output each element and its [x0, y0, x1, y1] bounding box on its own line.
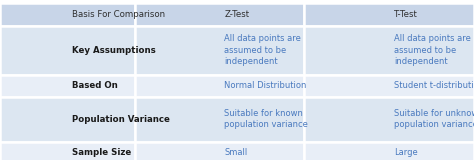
Text: Z-Test: Z-Test — [224, 10, 250, 19]
Bar — [304, 75, 474, 96]
Bar — [135, 142, 304, 160]
Bar — [135, 26, 304, 75]
Bar — [135, 75, 304, 96]
Text: T-Test: T-Test — [394, 10, 418, 19]
Bar — [304, 96, 474, 142]
Text: Basis For Comparison: Basis For Comparison — [72, 10, 165, 19]
Text: Based On: Based On — [72, 81, 118, 90]
Bar — [0, 142, 135, 160]
Bar — [304, 142, 474, 160]
Text: Suitable for known
population variance: Suitable for known population variance — [224, 109, 308, 129]
Bar — [0, 96, 135, 142]
Text: All data points are
assumed to be
independent: All data points are assumed to be indepe… — [224, 34, 301, 66]
Text: Sample Size: Sample Size — [72, 148, 131, 157]
Text: Small: Small — [224, 148, 248, 157]
Bar — [135, 96, 304, 142]
Text: Large: Large — [394, 148, 418, 157]
Bar — [0, 3, 135, 26]
Text: Normal Distribution: Normal Distribution — [224, 81, 307, 90]
Bar — [135, 3, 304, 26]
Text: All data points are
assumed to be
independent: All data points are assumed to be indepe… — [394, 34, 471, 66]
Bar — [0, 75, 135, 96]
Text: Key Assumptions: Key Assumptions — [72, 46, 156, 55]
Text: Suitable for unknown
population variance: Suitable for unknown population variance — [394, 109, 474, 129]
Text: Student t-distribution: Student t-distribution — [394, 81, 474, 90]
Bar — [304, 3, 474, 26]
Text: Population Variance: Population Variance — [72, 115, 170, 124]
Bar — [0, 26, 135, 75]
Bar — [304, 26, 474, 75]
